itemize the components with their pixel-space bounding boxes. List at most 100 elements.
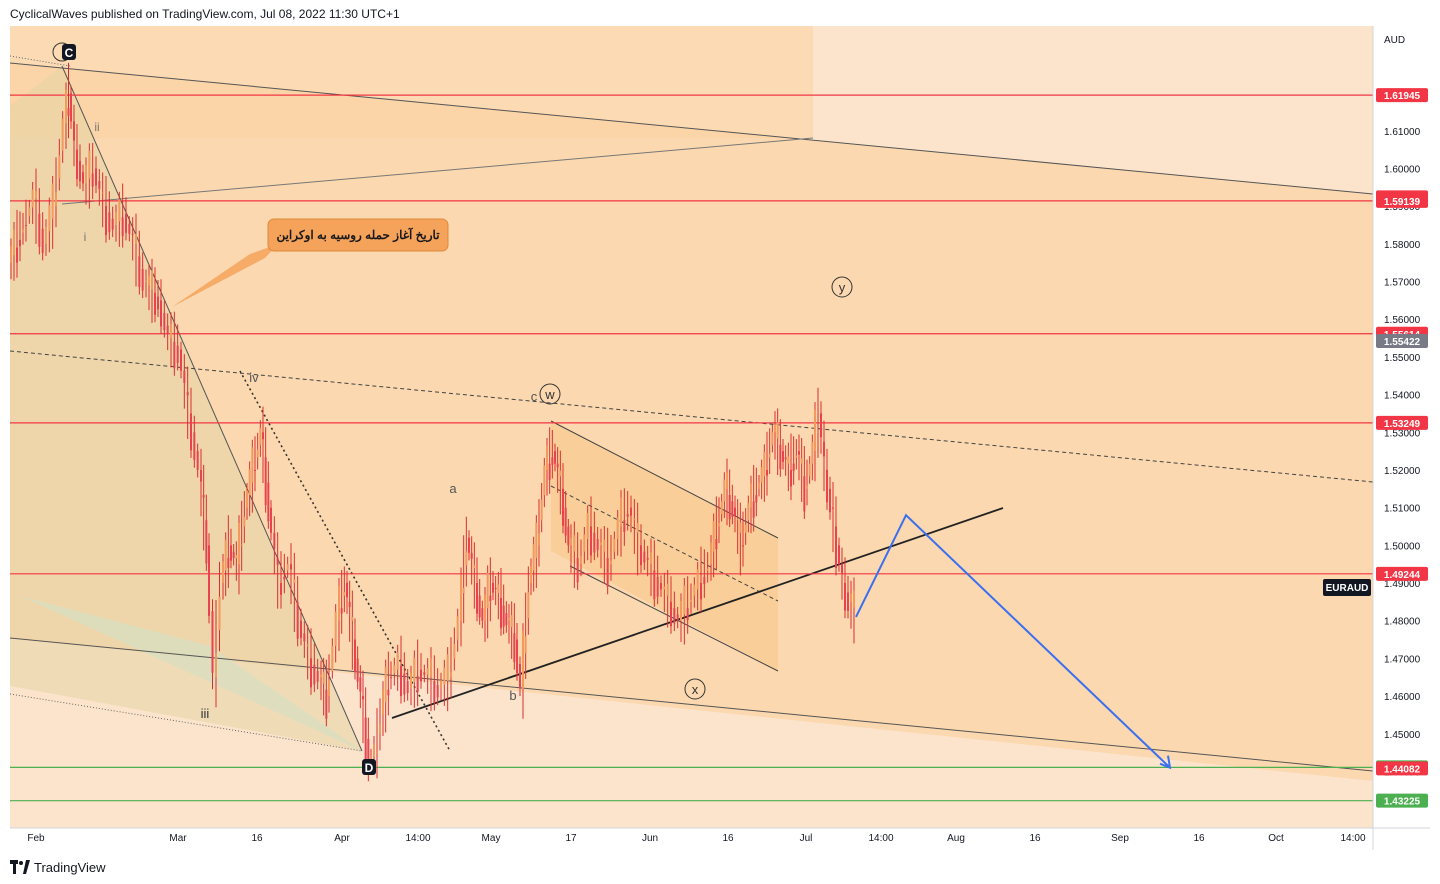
candle-body [348,601,351,608]
candle-body [650,552,652,565]
candle-body [803,476,806,512]
candle-body [264,457,267,506]
candle-body [410,673,412,689]
candle-body [283,576,286,580]
candle-body [211,611,214,673]
candle-body [105,206,107,236]
candle-body [141,268,144,291]
price-labels: 1.619451.592331.591391.556141.554221.532… [1376,88,1428,808]
candle-body [58,155,61,179]
candle-body [170,323,172,339]
price-tick-9: 1.53000 [1384,428,1421,439]
candle-body [663,586,666,590]
candle-body [583,534,586,552]
candle-body [720,501,723,514]
brand-name: TradingView [34,859,106,875]
candle-body [41,228,44,253]
candle-body [320,674,322,678]
candle-body [98,181,101,190]
candle-body [403,673,406,695]
candle-body [183,370,186,384]
candle-body [513,633,516,663]
candle-body [817,431,819,433]
candle-body [10,246,12,263]
candle-body [443,667,446,685]
price-chart[interactable]: تاریخ آغاز حمله روسیه به اوکراین C ii i … [9,26,1430,850]
candle-body [500,598,502,629]
candle-body [538,533,540,546]
candle-body [238,522,240,565]
candle-body [640,545,642,566]
price-tick-17: 1.61000 [1384,127,1421,138]
dotted-fan-1 [9,693,363,752]
candle-body [823,441,825,457]
candle-body [502,605,505,627]
svg-text:1.49244: 1.49244 [1384,570,1421,581]
time-axis-ticks: Feb Mar 16 Apr 14:00 May 17 Jun 16 Jul 14:00 Aug 16 S… [27,833,1366,844]
candle-body [85,164,87,184]
candle-body [470,552,473,559]
price-label-2: 1.59139 [1376,193,1428,208]
candle-body [706,568,709,571]
candle-body [808,463,811,477]
candle-body [61,118,64,151]
candle-body [814,409,816,452]
candle-body [273,532,276,549]
candle-body [276,557,279,565]
candle-body [190,413,192,451]
candle-body [700,583,702,600]
candle-body [296,601,299,639]
candle-body [771,432,774,445]
candle-body [145,280,147,282]
candle-body [101,192,104,194]
candle-body [186,392,189,396]
candle-body [758,482,760,489]
candle-body [246,490,248,508]
candle-body [76,149,78,180]
time-tick-13: Sep [1111,833,1129,844]
candle-body [473,564,476,568]
candle-body [316,670,319,682]
candle-body [222,561,224,584]
candle-body [838,545,840,565]
chart-area[interactable]: تاریخ آغاز حمله روسیه به اوکراین C ii i … [9,26,1430,850]
candle-body [413,657,416,683]
candle-body [430,658,432,678]
candle-body [723,479,726,502]
candle-body [300,620,302,638]
candle-body [636,522,639,533]
candle-body [462,588,465,594]
candle-body [343,592,346,596]
time-tick-10: 14:00 [868,833,893,844]
candle-body [208,545,210,616]
candle-body [600,542,602,546]
callout-text: تاریخ آغاز حمله روسیه به اوکراین [276,226,440,243]
projection-line [855,513,1171,769]
candle-body [95,168,97,186]
time-tick-0: Feb [27,833,45,844]
candle-body [548,463,551,481]
candle-body [782,451,784,462]
candle-body [356,658,359,682]
footer-brand[interactable]: TradingView [10,857,106,877]
price-tick-1: 1.45000 [1384,730,1421,741]
wave-label-i: i [84,230,87,244]
candle-body [79,160,81,182]
candle-body [633,519,636,521]
candle-body [125,213,127,233]
symbol-tag: EURAUD [1326,583,1369,594]
candle-body [559,470,562,477]
triangle-lower [20,596,362,751]
candle-body [16,247,18,263]
wave-label-c: c [531,389,538,404]
candle-body [160,300,162,327]
candle-body [202,495,205,498]
candle-body [465,551,468,566]
candle-body [726,472,728,489]
candle-body [196,451,199,470]
candle-body [67,108,70,116]
candle-body [693,584,696,596]
candle-body [354,639,356,672]
time-axis-background [10,828,1430,850]
candle-body [768,453,771,458]
